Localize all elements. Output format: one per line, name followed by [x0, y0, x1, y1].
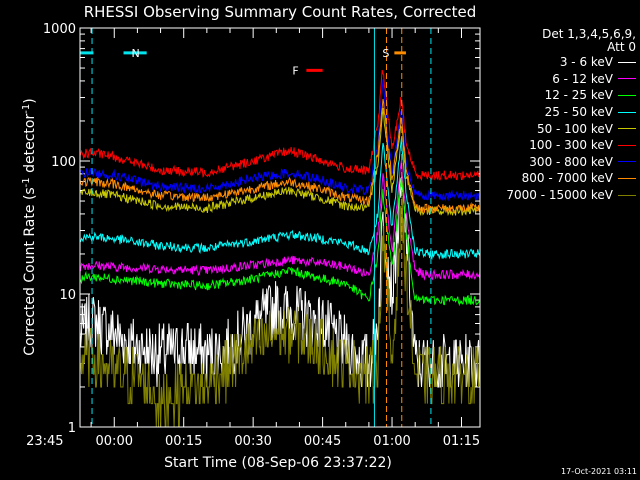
x-tick-label: 23:45: [26, 434, 63, 449]
plot-frame: [79, 27, 481, 428]
legend-entry: 12 - 25 keV: [480, 87, 636, 104]
legend-label: 100 - 300 keV: [529, 138, 613, 153]
x-tick-label: 01:00: [373, 434, 410, 449]
legend-label: 50 - 100 keV: [536, 121, 613, 136]
timestamp: 17-Oct-2021 03:11: [561, 467, 637, 476]
x-axis: 23:45 00:00 00:15 00:30 00:45 01:00 01:15: [26, 28, 480, 449]
legend-label: 12 - 25 keV: [544, 88, 613, 103]
legend-entry: 800 - 7000 keV: [480, 170, 636, 187]
legend-label: 25 - 50 keV: [544, 105, 613, 120]
y-tick-label: 1: [68, 421, 76, 436]
legend-swatch: [618, 111, 636, 113]
x-tick-label: 00:15: [165, 434, 202, 449]
series-line: [79, 79, 481, 202]
legend-swatch: [618, 177, 636, 179]
legend-swatch: [618, 128, 636, 130]
y-tick-label: 100: [51, 155, 76, 170]
legend-entry: 25 - 50 keV: [480, 104, 636, 121]
series-line: [79, 69, 481, 181]
legend-label: 300 - 800 keV: [529, 154, 613, 169]
legend: Det 1,3,4,5,6,9, Att 0 3 - 6 keV 6 - 12 k…: [480, 28, 636, 203]
x-tick-label: 00:00: [96, 434, 133, 449]
legend-label: 6 - 12 keV: [552, 71, 613, 86]
legend-entry: 300 - 800 keV: [480, 154, 636, 171]
series-line: [79, 177, 481, 307]
x-axis-label: Start Time (08-Sep-06 23:37:22): [164, 455, 392, 471]
legend-label: 800 - 7000 keV: [521, 171, 613, 186]
status-label-s: S: [382, 47, 389, 60]
legend-swatch: [618, 161, 636, 163]
y-axis-label: Corrected Count Rate (s-1 detector-1): [21, 98, 38, 355]
y-tick-label: 10: [59, 288, 76, 303]
chart-title: RHESSI Observing Summary Count Rates, Co…: [84, 3, 477, 21]
legend-label: 7000 - 15000 keV: [506, 188, 613, 203]
legend-entry: 50 - 100 keV: [480, 120, 636, 137]
legend-swatch: [618, 94, 636, 96]
y-tick-label: 1000: [43, 22, 76, 37]
x-tick-label: 00:45: [304, 434, 341, 449]
series-line: [79, 98, 481, 215]
legend-header-detectors: Det 1,3,4,5,6,9,: [542, 27, 636, 41]
legend-header-attenuator: Att 0: [607, 40, 636, 54]
series-line: [79, 159, 481, 281]
legend-label: 3 - 6 keV: [559, 55, 613, 70]
legend-entry: 6 - 12 keV: [480, 71, 636, 88]
legend-swatch: [618, 78, 636, 80]
status-label-f: F: [292, 64, 298, 77]
legend-swatch: [618, 194, 636, 196]
x-tick-label: 01:15: [443, 434, 480, 449]
series-layer: [79, 69, 481, 428]
legend-entry: 100 - 300 keV: [480, 137, 636, 154]
series-line: [79, 107, 481, 217]
x-tick-label: 00:30: [234, 434, 271, 449]
legend-entry: 7000 - 15000 keV: [480, 187, 636, 204]
legend-entry: 3 - 6 keV: [480, 54, 636, 71]
legend-swatch: [618, 61, 636, 63]
status-label-n: N: [132, 47, 140, 60]
series-line: [79, 137, 481, 260]
legend-swatch: [618, 144, 636, 146]
marker-layer: N F S: [80, 28, 432, 427]
series-line: [80, 196, 481, 428]
